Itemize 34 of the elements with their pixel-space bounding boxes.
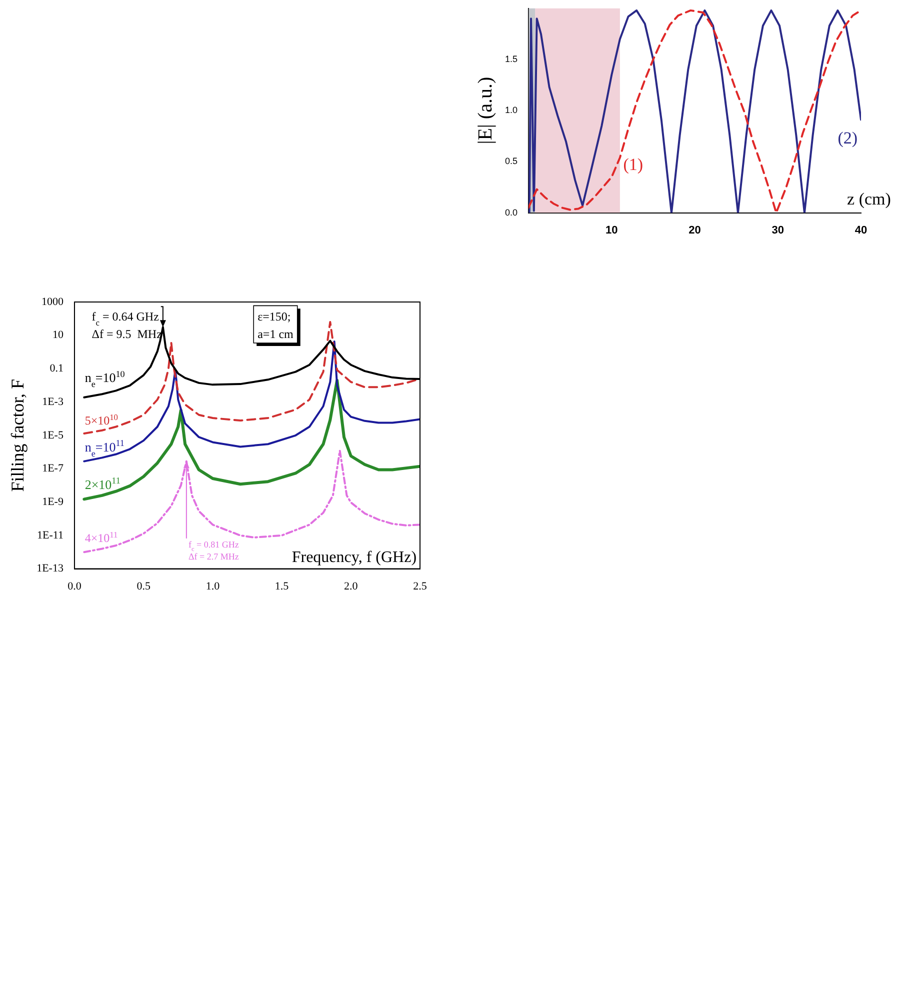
x-axis-title: Frequency, f (GHz)	[292, 549, 417, 566]
y-tick-label: 0.5	[504, 156, 518, 166]
y-tick-label: 1E-11	[37, 529, 64, 542]
y-tick-label: 1.5	[504, 54, 518, 64]
y-tick-label: 1.0	[504, 105, 518, 116]
x-tick-label: 40	[854, 224, 868, 236]
y-axis-title: |E| (a.u.)	[474, 76, 496, 144]
x-tick-label: 2.0	[344, 580, 358, 592]
x-axis-title: z (cm)	[847, 190, 891, 209]
series-label: (1)	[623, 154, 644, 174]
x-tick-label: 2.5	[413, 580, 428, 592]
annotation: a=1 cm	[258, 327, 294, 342]
x-tick-label: 1.5	[274, 580, 290, 592]
y-tick-label: 1E-13	[36, 562, 64, 575]
y-tick-label: 1E-7	[42, 462, 64, 475]
x-tick-label: 30	[772, 224, 784, 236]
x-tick-label: 10	[606, 224, 618, 236]
line-series	[528, 9, 861, 213]
y-tick-label: 1E-3	[42, 396, 64, 408]
x-tick-label: 0.5	[136, 580, 151, 592]
y-tick-label: 0.1	[50, 362, 64, 375]
y-tick-label: 1E-5	[42, 429, 64, 442]
series-label: (2)	[838, 128, 858, 148]
y-tick-label: 1E-9	[42, 496, 64, 508]
annotation: ε=150;	[258, 310, 291, 324]
y-axis-title: Filling factor, F	[8, 379, 28, 492]
y-tick-label: 1000	[41, 296, 64, 308]
y-tick-label: 10	[52, 329, 64, 342]
x-tick-label: 0.0	[68, 580, 82, 592]
annotation: Δf = 2.7 MHz	[188, 551, 239, 562]
x-tick-label: 1.0	[206, 580, 220, 592]
annotation: Δf = 9.5 MHz	[92, 327, 162, 342]
x-tick-label: 20	[688, 224, 701, 236]
y-tick-label: 0.0	[504, 207, 518, 218]
